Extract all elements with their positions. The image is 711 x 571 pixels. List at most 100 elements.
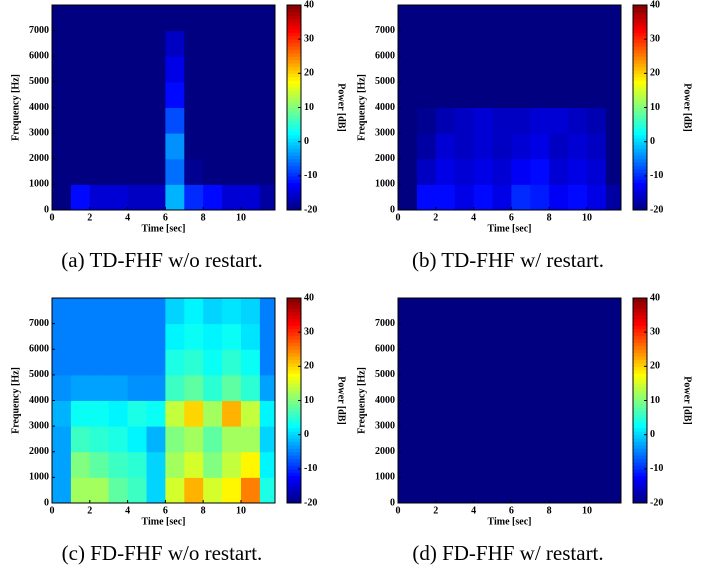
cell bbox=[240, 323, 261, 350]
cell bbox=[203, 30, 223, 57]
colorbar-band bbox=[633, 131, 647, 136]
colorbar-band bbox=[287, 114, 301, 119]
cell bbox=[127, 477, 147, 503]
colorbar-band bbox=[287, 66, 301, 71]
colorbar-band bbox=[287, 49, 301, 54]
colorbar-band bbox=[633, 169, 647, 173]
y-tick-label: 1000 bbox=[29, 472, 49, 483]
cell bbox=[568, 323, 588, 350]
cell bbox=[240, 81, 261, 108]
cell bbox=[89, 5, 110, 32]
cell bbox=[605, 107, 621, 134]
y-axis-label: Frequency [Hz] bbox=[10, 74, 21, 141]
colorbar-band bbox=[633, 417, 647, 422]
cell bbox=[416, 400, 437, 427]
cell bbox=[586, 349, 607, 376]
y-tick-label: 5000 bbox=[29, 369, 49, 380]
cell bbox=[454, 5, 475, 32]
cell bbox=[108, 477, 129, 503]
cell bbox=[492, 5, 512, 32]
cell bbox=[416, 30, 437, 57]
cell bbox=[127, 374, 147, 401]
colorbar-band bbox=[287, 117, 301, 122]
cell bbox=[184, 107, 204, 134]
cell bbox=[416, 56, 437, 83]
cell bbox=[416, 81, 437, 108]
colorbar-band bbox=[287, 80, 301, 85]
cell bbox=[454, 158, 475, 185]
cell bbox=[511, 477, 531, 503]
colorbar-band bbox=[633, 15, 647, 20]
cell bbox=[108, 184, 129, 210]
y-axis-label: Frequency [Hz] bbox=[10, 367, 21, 434]
colorbar-band bbox=[633, 141, 647, 146]
cell bbox=[511, 133, 531, 160]
cell bbox=[586, 477, 607, 503]
colorbar-band bbox=[287, 145, 301, 149]
cell bbox=[568, 107, 588, 134]
cell bbox=[416, 5, 437, 32]
cell bbox=[127, 451, 147, 478]
cell bbox=[108, 400, 129, 427]
cell bbox=[70, 56, 91, 83]
cell bbox=[416, 298, 437, 325]
colorbar-band bbox=[633, 462, 647, 466]
y-tick-label: 1000 bbox=[375, 472, 395, 483]
cell bbox=[398, 5, 418, 32]
cell bbox=[492, 349, 512, 376]
colorbar-band bbox=[287, 131, 301, 136]
colorbar-band bbox=[633, 311, 647, 316]
cell bbox=[435, 298, 456, 325]
colorbar-band bbox=[633, 352, 647, 357]
cell bbox=[549, 30, 569, 57]
x-tick-label: 6 bbox=[509, 212, 514, 223]
cell bbox=[146, 56, 166, 83]
colorbar-band bbox=[633, 403, 647, 408]
colorbar-band bbox=[633, 162, 647, 167]
colorbar-band bbox=[287, 158, 301, 163]
colorbar-band bbox=[633, 151, 647, 156]
cell bbox=[146, 298, 166, 325]
colorbar-band bbox=[287, 462, 301, 466]
y-tick-label: 6000 bbox=[375, 51, 395, 62]
cell bbox=[52, 158, 72, 185]
cell bbox=[398, 30, 418, 57]
cell bbox=[108, 56, 129, 83]
colorbar-band bbox=[633, 28, 647, 33]
colorbar-band bbox=[633, 482, 647, 487]
colorbar-band bbox=[633, 410, 647, 415]
cell bbox=[416, 107, 437, 134]
cell bbox=[89, 426, 110, 453]
cell bbox=[473, 374, 493, 401]
cell bbox=[398, 349, 418, 376]
colorbar-band bbox=[633, 427, 647, 432]
cell bbox=[605, 426, 621, 453]
cell bbox=[549, 184, 569, 210]
colorbar-tick-label: 10 bbox=[304, 102, 314, 113]
cell bbox=[586, 30, 607, 57]
cell bbox=[398, 298, 418, 325]
cell bbox=[127, 133, 147, 160]
cell bbox=[511, 374, 531, 401]
colorbar-tick-label: 0 bbox=[304, 136, 309, 147]
cell bbox=[398, 81, 418, 108]
colorbar-band bbox=[287, 32, 301, 37]
cell bbox=[240, 30, 261, 57]
cell bbox=[89, 56, 110, 83]
y-tick-label: 4000 bbox=[375, 395, 395, 406]
cell bbox=[435, 400, 456, 427]
colorbar-band bbox=[287, 427, 301, 432]
cell bbox=[127, 107, 147, 134]
colorbar-tick-label: 10 bbox=[650, 102, 660, 113]
caption: (b) TD-FHF w/ restart. bbox=[412, 248, 604, 272]
cell bbox=[52, 30, 72, 57]
cell bbox=[586, 133, 607, 160]
cell bbox=[530, 107, 550, 134]
cell bbox=[605, 133, 621, 160]
colorbar-band bbox=[633, 18, 647, 23]
colorbar-band bbox=[287, 458, 301, 463]
colorbar-band bbox=[287, 342, 301, 347]
colorbar-band bbox=[287, 73, 301, 78]
cell bbox=[184, 184, 204, 210]
colorbar-band bbox=[287, 489, 301, 494]
